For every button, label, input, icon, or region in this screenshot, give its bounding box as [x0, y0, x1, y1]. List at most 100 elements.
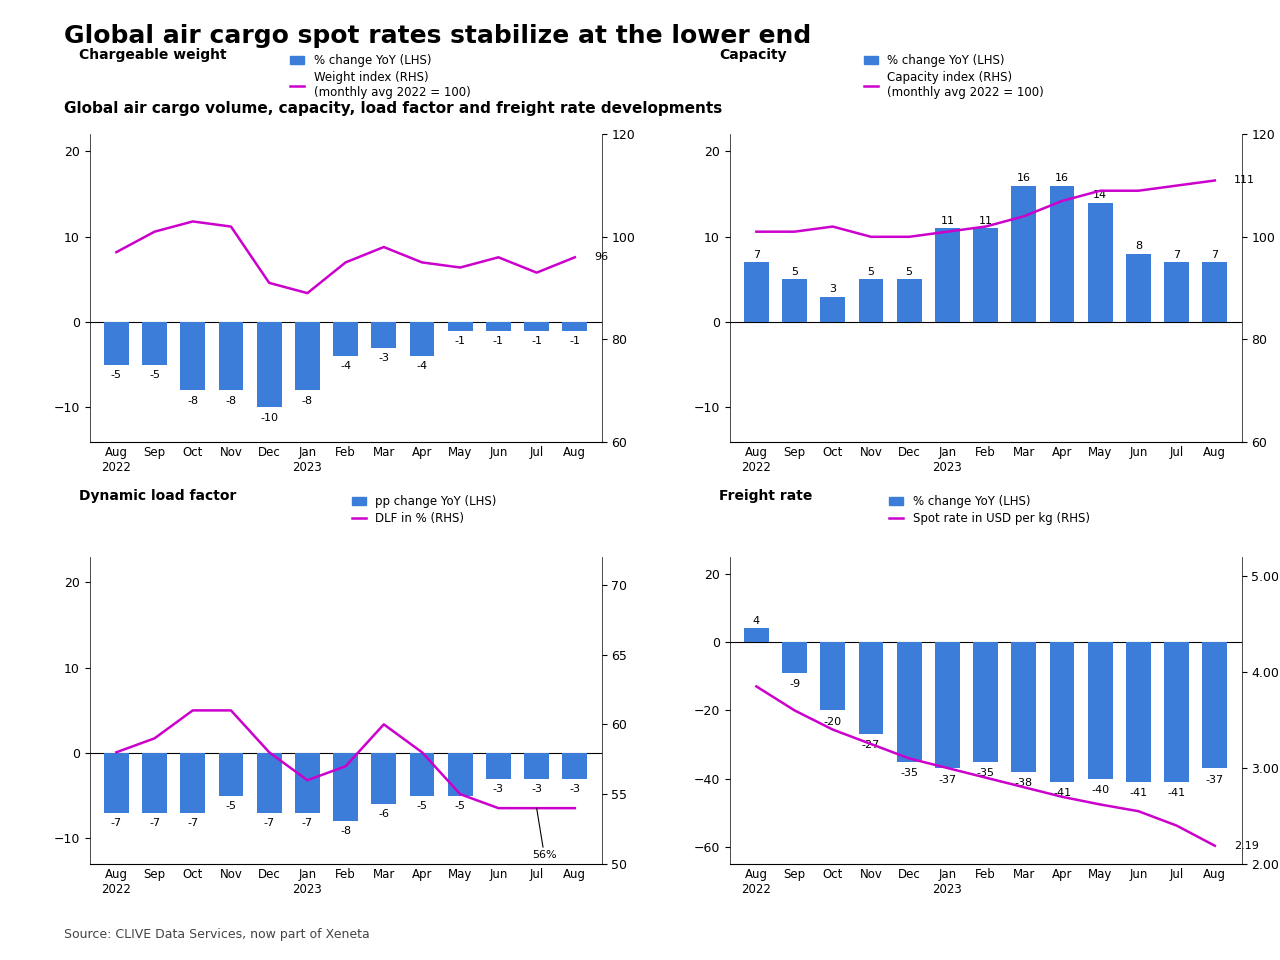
- Bar: [333, 323, 358, 356]
- Text: -6: -6: [379, 809, 389, 820]
- Bar: [219, 323, 243, 391]
- Text: 7: 7: [753, 250, 760, 260]
- Bar: [934, 228, 960, 323]
- Text: -37: -37: [938, 775, 956, 784]
- Bar: [1126, 642, 1151, 782]
- Text: -3: -3: [570, 783, 580, 794]
- Bar: [219, 753, 243, 796]
- Text: 8: 8: [1135, 241, 1142, 252]
- Text: 5: 5: [791, 267, 797, 276]
- Legend: % change YoY (LHS), Weight index (RHS)
(monthly avg 2022 = 100): % change YoY (LHS), Weight index (RHS) (…: [291, 55, 471, 99]
- Text: -7: -7: [148, 818, 160, 828]
- Text: -41: -41: [1129, 788, 1147, 798]
- Bar: [1202, 262, 1228, 323]
- Bar: [897, 279, 922, 323]
- Bar: [294, 753, 320, 813]
- Text: -41: -41: [1167, 788, 1185, 798]
- Text: Capacity: Capacity: [719, 48, 787, 62]
- Bar: [562, 323, 588, 330]
- Bar: [486, 753, 511, 779]
- Text: 5: 5: [906, 267, 913, 276]
- Bar: [897, 642, 922, 761]
- Bar: [448, 753, 472, 796]
- Text: -4: -4: [340, 361, 351, 372]
- Text: Global air cargo spot rates stabilize at the lower end: Global air cargo spot rates stabilize at…: [64, 24, 812, 48]
- Text: -38: -38: [1015, 778, 1033, 788]
- Text: -7: -7: [111, 818, 122, 828]
- Text: -5: -5: [225, 801, 237, 811]
- Text: -3: -3: [493, 783, 504, 794]
- Bar: [371, 323, 397, 348]
- Text: -8: -8: [340, 827, 351, 836]
- Text: -37: -37: [1206, 775, 1224, 784]
- Text: -41: -41: [1053, 788, 1071, 798]
- Bar: [934, 642, 960, 768]
- Text: -1: -1: [531, 336, 543, 346]
- Bar: [859, 279, 883, 323]
- Text: 2.19: 2.19: [1234, 841, 1258, 851]
- Bar: [1126, 253, 1151, 323]
- Bar: [525, 323, 549, 330]
- Text: -9: -9: [788, 679, 800, 689]
- Text: Source: CLIVE Data Services, now part of Xeneta: Source: CLIVE Data Services, now part of…: [64, 927, 370, 941]
- Bar: [744, 262, 769, 323]
- Text: 3: 3: [829, 284, 836, 294]
- Bar: [410, 753, 434, 796]
- Bar: [1050, 185, 1074, 323]
- Bar: [859, 642, 883, 734]
- Text: -5: -5: [111, 370, 122, 380]
- Text: -27: -27: [861, 740, 881, 751]
- Bar: [782, 279, 806, 323]
- Text: Dynamic load factor: Dynamic load factor: [79, 490, 237, 503]
- Text: 7: 7: [1172, 250, 1180, 260]
- Bar: [486, 323, 511, 330]
- Text: -8: -8: [225, 396, 237, 405]
- Text: 16: 16: [1016, 173, 1030, 183]
- Text: -7: -7: [264, 818, 275, 828]
- Bar: [180, 323, 205, 391]
- Bar: [410, 323, 434, 356]
- Text: -5: -5: [454, 801, 466, 811]
- Bar: [1165, 642, 1189, 782]
- Text: -35: -35: [977, 768, 995, 778]
- Text: 111: 111: [1234, 176, 1254, 185]
- Text: -1: -1: [570, 336, 580, 346]
- Bar: [973, 642, 998, 761]
- Text: Chargeable weight: Chargeable weight: [79, 48, 227, 62]
- Text: 4: 4: [753, 615, 760, 626]
- Text: 14: 14: [1093, 190, 1107, 200]
- Text: 96: 96: [594, 252, 608, 262]
- Bar: [142, 753, 166, 813]
- Bar: [973, 228, 998, 323]
- Bar: [1202, 642, 1228, 768]
- Bar: [1088, 642, 1112, 779]
- Text: -1: -1: [454, 336, 466, 346]
- Bar: [1050, 642, 1074, 782]
- Text: -3: -3: [379, 353, 389, 363]
- Bar: [744, 629, 769, 642]
- Bar: [294, 323, 320, 391]
- Bar: [1011, 185, 1037, 323]
- Legend: pp change YoY (LHS), DLF in % (RHS): pp change YoY (LHS), DLF in % (RHS): [352, 495, 497, 525]
- Text: -7: -7: [302, 818, 312, 828]
- Bar: [104, 753, 129, 813]
- Legend: % change YoY (LHS), Capacity index (RHS)
(monthly avg 2022 = 100): % change YoY (LHS), Capacity index (RHS)…: [864, 55, 1044, 99]
- Text: -10: -10: [260, 413, 278, 422]
- Text: -5: -5: [148, 370, 160, 380]
- Text: 7: 7: [1211, 250, 1219, 260]
- Bar: [180, 753, 205, 813]
- Bar: [104, 323, 129, 365]
- Text: -8: -8: [187, 396, 198, 405]
- Bar: [782, 642, 806, 673]
- Bar: [1165, 262, 1189, 323]
- Text: Global air cargo volume, capacity, load factor and freight rate developments: Global air cargo volume, capacity, load …: [64, 101, 722, 116]
- Bar: [562, 753, 588, 779]
- Bar: [257, 323, 282, 407]
- Text: -8: -8: [302, 396, 312, 405]
- Text: -35: -35: [900, 768, 918, 778]
- Bar: [371, 753, 397, 804]
- Text: 16: 16: [1055, 173, 1069, 183]
- Text: -4: -4: [416, 361, 428, 372]
- Bar: [820, 297, 845, 323]
- Bar: [257, 753, 282, 813]
